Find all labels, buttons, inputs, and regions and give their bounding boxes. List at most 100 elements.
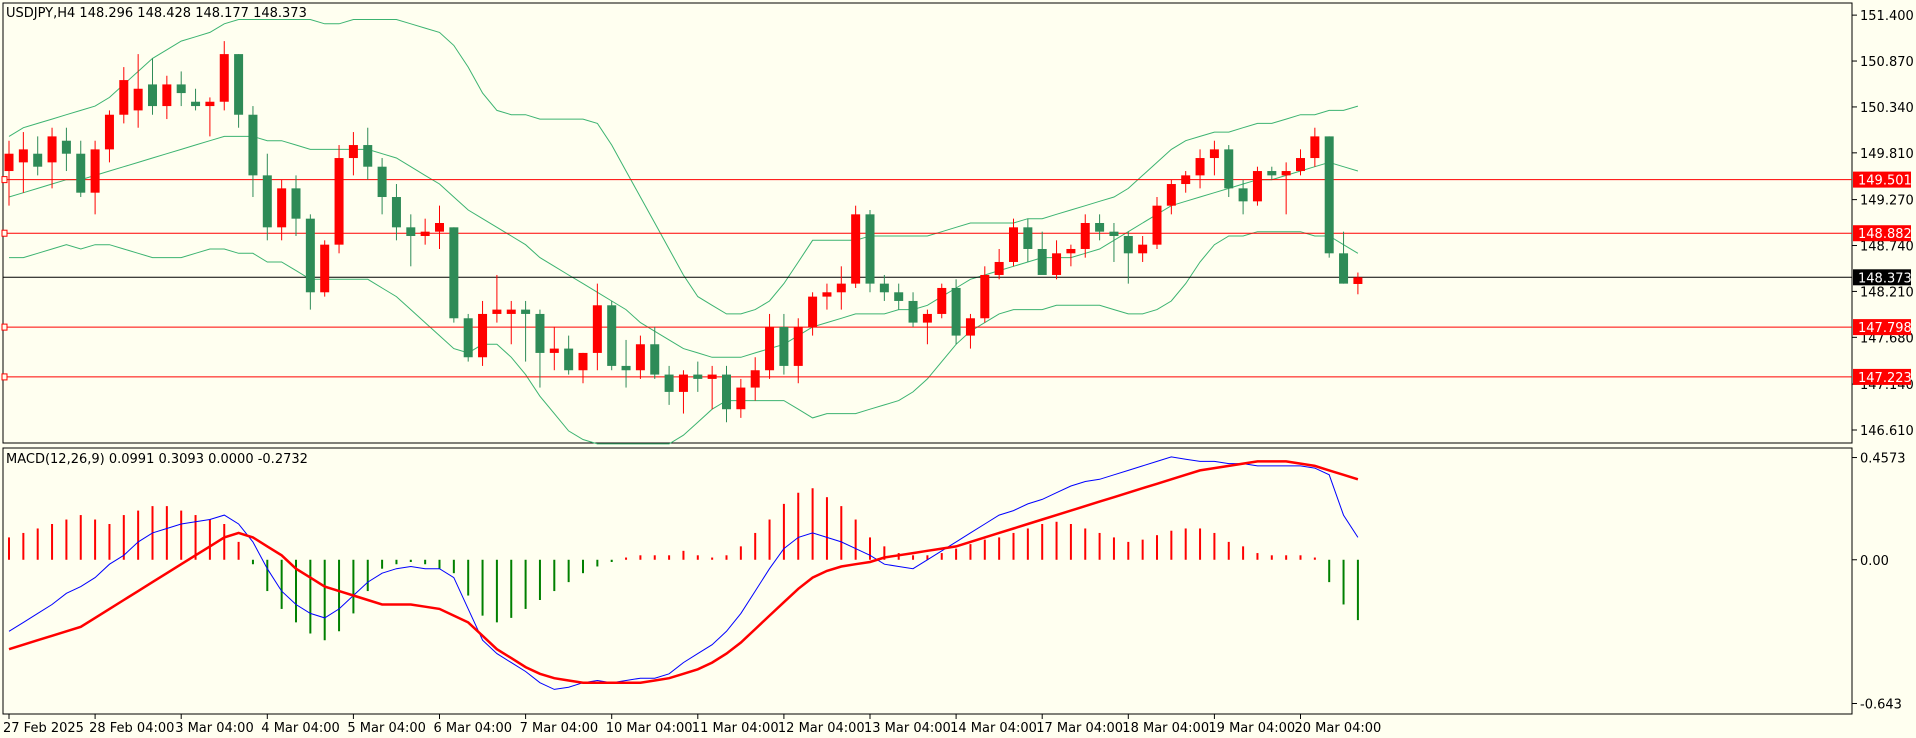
symbol-header: USDJPY,H4 148.296 148.428 148.177 148.37… (6, 6, 307, 21)
candle-body (851, 214, 861, 284)
candle-body (61, 140, 71, 154)
candle-body (865, 214, 875, 284)
price-tick-label: 151.400 (1860, 9, 1914, 24)
candle-body (320, 244, 330, 293)
candle-body (1324, 136, 1334, 254)
time-tick-label: 13 Mar 04:00 (864, 721, 951, 736)
candle-body (205, 101, 215, 107)
price-tick-label: 148.210 (1860, 285, 1914, 300)
bollinger-middle-band (8, 135, 1359, 358)
candle-body (420, 231, 430, 236)
candle-body (277, 188, 287, 228)
bollinger-lower-band (9, 231, 1359, 445)
level-marker (1, 323, 8, 331)
candle-body (937, 287, 947, 314)
time-tick-label: 7 Mar 04:00 (520, 721, 599, 736)
level-marker (1, 229, 8, 237)
candle-body (822, 292, 832, 297)
candle-body (980, 274, 990, 319)
candle-body (793, 326, 803, 366)
candle-body (1123, 235, 1133, 254)
candle-body (334, 158, 344, 245)
candle-body (305, 218, 315, 293)
time-tick-label: 4 Mar 04:00 (261, 721, 340, 736)
candle-body (1138, 244, 1148, 254)
candle-body (291, 188, 301, 219)
candle-body (750, 370, 760, 388)
candle-body (133, 88, 143, 111)
candle-body (908, 300, 918, 323)
candle-body (463, 318, 473, 358)
candle-body (707, 374, 717, 379)
macd-pane: 0.4573 0.00 -0.643 MACD(12,26,9) 0.0991 0.3… (2, 447, 1906, 715)
candle-body (994, 261, 1004, 275)
candle-body (76, 153, 86, 193)
level-price-label: 148.882 (1858, 227, 1912, 242)
candle-body (506, 309, 516, 314)
candle-body (4, 153, 14, 172)
candle-body (578, 352, 588, 371)
candle-body (406, 227, 416, 236)
level-tag (1853, 368, 1911, 385)
candle-body (348, 145, 358, 159)
candle-body (664, 374, 674, 392)
candle-body (1152, 205, 1162, 245)
candle-body (449, 227, 459, 319)
candle-body (765, 326, 775, 371)
candle-body (1080, 223, 1090, 249)
candle-body (650, 344, 660, 375)
candle-body (492, 309, 502, 314)
candle-body (1353, 277, 1363, 284)
candle-body (1009, 227, 1018, 262)
candle-body (521, 309, 531, 314)
candle-body (1281, 171, 1291, 176)
candle-body (779, 326, 789, 366)
time-tick-label: 10 Mar 04:00 (606, 721, 693, 736)
price-frame (2, 2, 1853, 444)
price-tick-label: 148.740 (1860, 240, 1914, 255)
candle-body (191, 101, 201, 107)
current-price-label: 148.373 (1858, 271, 1912, 286)
candle-body (564, 348, 574, 371)
candle-body (808, 296, 818, 327)
candle-body (47, 136, 57, 163)
level-price-label: 149.501 (1858, 174, 1912, 189)
level-marker (1, 373, 8, 381)
time-tick-label: 11 Mar 04:00 (692, 721, 779, 736)
macd-line (8, 456, 1359, 690)
price-tick-label: 150.340 (1860, 101, 1914, 116)
candle-body (391, 197, 401, 228)
time-tick-label: 12 Mar 04:00 (778, 721, 865, 736)
candle-body (1023, 227, 1033, 249)
signal-line (8, 460, 1359, 684)
candle-body (1267, 171, 1277, 176)
candle-body (148, 84, 157, 107)
time-tick-label: 20 Mar 04:00 (1295, 721, 1382, 736)
candle-body (1037, 248, 1047, 275)
current-price-tag (1853, 269, 1911, 286)
candle-body (248, 114, 258, 176)
candle-body (104, 114, 114, 150)
level-price-label: 147.223 (1858, 371, 1912, 386)
price-pane: 151.400 150.870 150.340 149.810 149.270 148.7… (1, 2, 1914, 445)
candle-body (1109, 231, 1119, 236)
candle-body (478, 313, 488, 358)
candle-body (592, 305, 602, 353)
candle-body (33, 153, 43, 167)
candle-body (176, 84, 186, 94)
candle-body (736, 387, 746, 410)
price-tick-label: 146.610 (1860, 424, 1914, 439)
candle-body (18, 149, 28, 163)
candle-body (1166, 184, 1176, 206)
candle-body (879, 283, 889, 293)
candle-body (678, 374, 688, 392)
time-tick-label: 6 Mar 04:00 (434, 721, 513, 736)
time-tick-label: 14 Mar 04:00 (950, 721, 1037, 736)
candle-body (234, 54, 244, 115)
macd-frame (2, 447, 1853, 715)
candle-body (1066, 248, 1076, 254)
macd-tick-label: 0.4573 (1860, 452, 1906, 467)
candle-body (722, 374, 731, 410)
